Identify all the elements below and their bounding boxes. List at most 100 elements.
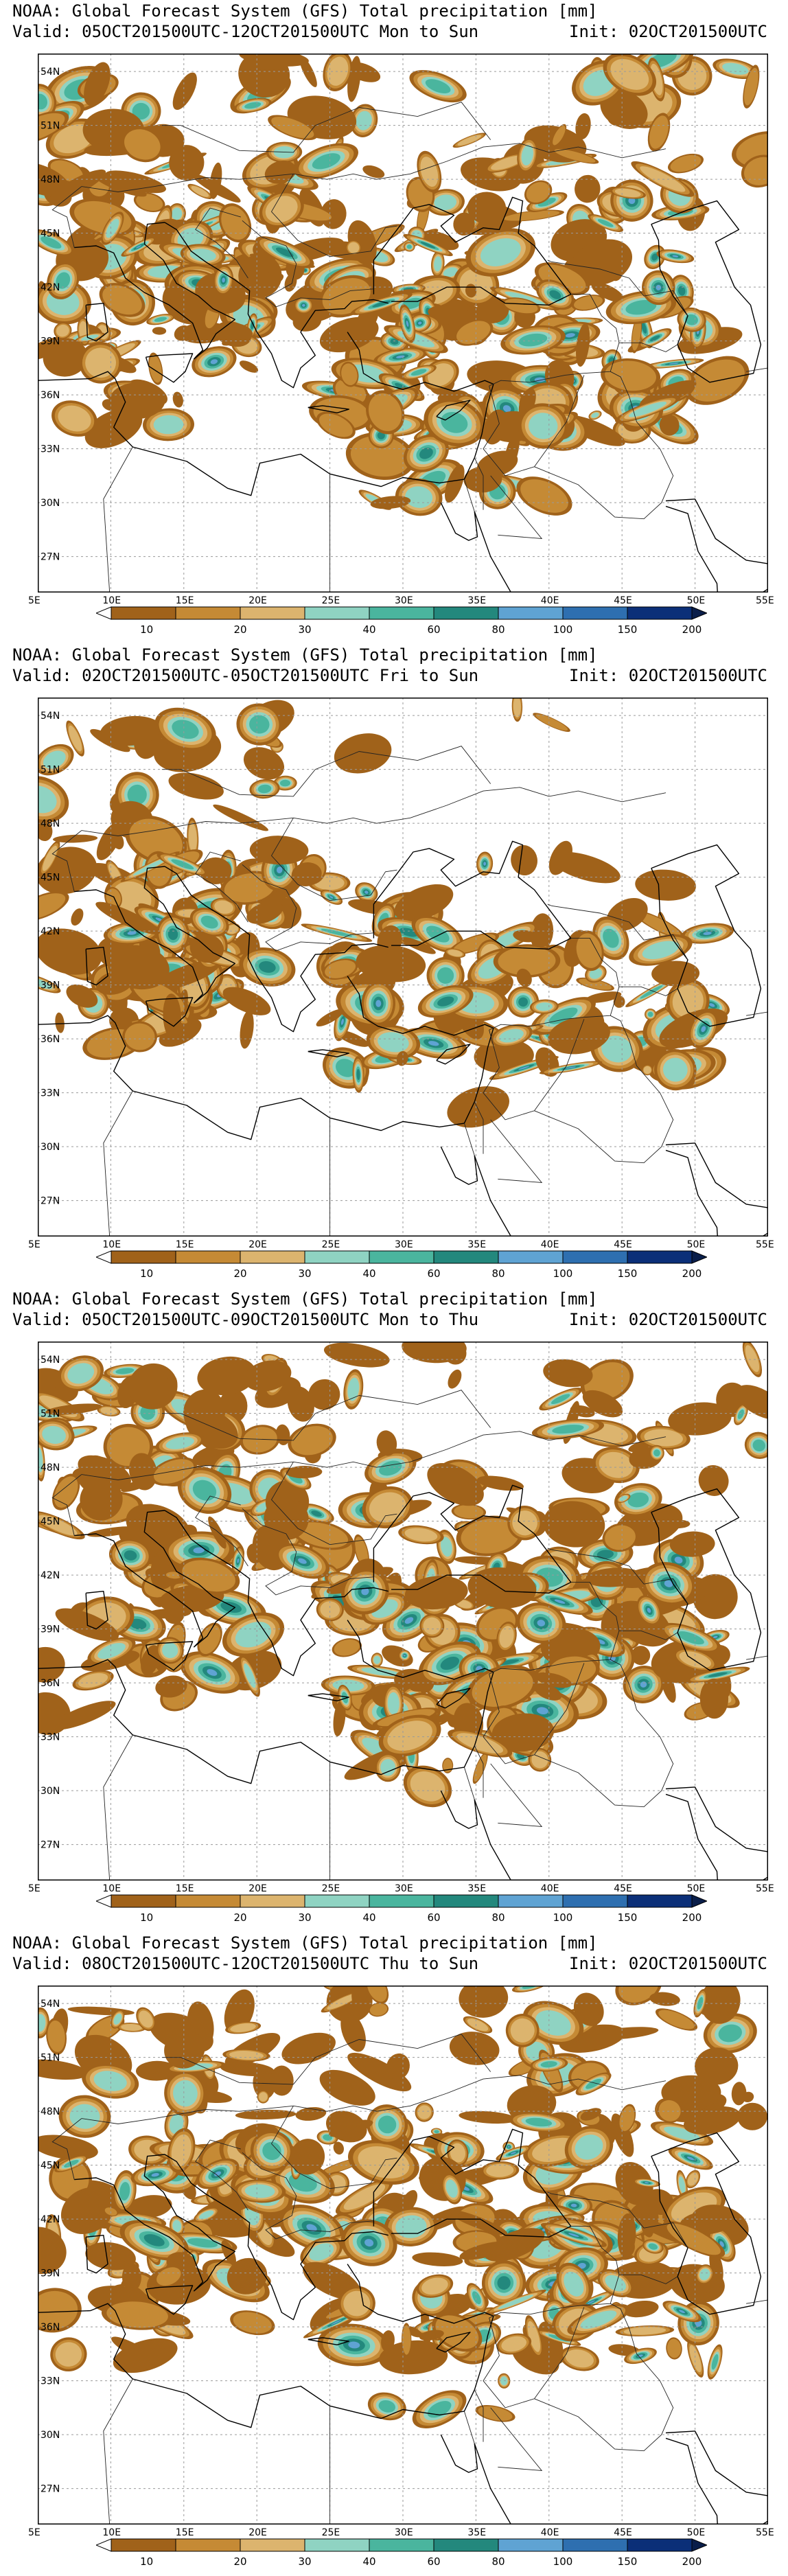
lat-tick-label: 48N (40, 818, 60, 829)
precip-cell-core (503, 210, 560, 221)
precip-cell (401, 937, 436, 954)
precipitation-map: 54N 51N 48N 45N 42N 39N 36N 33N 30N 27N 5E 10E 15E 20… (28, 54, 774, 606)
coastline (308, 2337, 349, 2345)
coastline (164, 1510, 389, 1677)
panel-init-time: Init: 02OCT201500UTC (569, 22, 767, 41)
colorbar: 10 20 30 40 60 80 100 150 200 (95, 604, 708, 639)
coastline (440, 1790, 512, 1881)
lat-tick-label: 27N (40, 552, 60, 563)
precip-cell-core (525, 2117, 553, 2127)
precip-cell (136, 2060, 178, 2081)
precip-cell-core (498, 1659, 520, 1666)
precip-cell (281, 2032, 336, 2065)
precip-cell-core (570, 2203, 577, 2207)
lat-tick-label: 39N (40, 1624, 60, 1635)
precip-cell-core (405, 486, 433, 508)
lat-tick-label: 27N (40, 1196, 60, 1207)
colorbar-tick-label: 10 (140, 1267, 153, 1280)
precip-cell-core (259, 2092, 268, 2102)
precip-cell-core (372, 300, 391, 308)
precip-cell-core (171, 859, 194, 870)
precip-cell-core (520, 479, 568, 513)
precip-cell (376, 1430, 397, 1456)
precip-cell (141, 1645, 161, 1676)
precip-cell (239, 360, 259, 373)
lon-tick-label: 5E (28, 595, 40, 606)
precip-cell-core (43, 750, 66, 769)
country-border (81, 2075, 667, 2124)
precip-cell-core (505, 291, 546, 306)
colorbar-tick-label: 100 (553, 1911, 573, 1924)
precip-cell (316, 1009, 345, 1027)
precip-cell (168, 772, 224, 800)
country-border (644, 2222, 688, 2249)
country-border (746, 367, 768, 372)
precip-cell (634, 2264, 658, 2276)
precip-cell-core (719, 2241, 724, 2247)
lon-tick-label: 10E (102, 1883, 121, 1894)
country-border (270, 818, 397, 901)
precip-cell (246, 901, 283, 924)
coastline (74, 2154, 235, 2292)
coastlines (38, 2128, 768, 2525)
precip-cell-core (640, 985, 663, 999)
lon-tick-label: 25E (321, 595, 340, 606)
precip-cell-core (361, 1587, 369, 1596)
country-border (195, 851, 248, 923)
precip-cell-core (100, 1407, 117, 1415)
precip-cell-core (187, 2238, 218, 2248)
colorbar-tick-label: 60 (427, 1267, 440, 1280)
colorbar-swatch (304, 606, 370, 620)
precip-cell-core (233, 2312, 272, 2334)
precip-cell-core (85, 347, 116, 378)
precip-cell-core (368, 393, 402, 431)
lon-tick-label: 45E (614, 2527, 632, 2538)
precip-cell (600, 89, 648, 129)
precip-cell (419, 231, 459, 251)
lon-tick-label: 20E (248, 595, 267, 606)
precip-cell (394, 884, 454, 921)
country-border (51, 830, 82, 892)
colorbar-tick-label: 10 (140, 1911, 153, 1924)
colorbar-swatch (304, 1250, 370, 1264)
colorbar-swatch (111, 2538, 176, 2552)
precip-cell-core (518, 333, 548, 347)
colorbar-tick-label: 10 (140, 623, 153, 636)
precip-cell-core (335, 1059, 357, 1077)
lat-tick-label: 45N (40, 229, 60, 240)
precip-cell (651, 961, 700, 987)
precip-cell-core (347, 242, 360, 253)
precip-cell-core (153, 415, 184, 435)
country-border (51, 186, 82, 248)
precip-cell-core (437, 996, 454, 1007)
precip-cell-core (143, 2234, 165, 2246)
precip-cell-core (491, 155, 524, 170)
colorbar-tick-label: 150 (618, 623, 638, 636)
lon-tick-label: 30E (395, 1883, 413, 1894)
precip-cell (635, 869, 696, 901)
lon-tick-label: 25E (321, 1883, 340, 1894)
precip-cell-core (687, 2157, 695, 2161)
precip-cell (575, 174, 601, 203)
lon-tick-label: 45E (614, 1883, 632, 1894)
precip-cell-core (428, 1041, 439, 1046)
colorbar-tick-label: 30 (298, 1911, 311, 1924)
lon-tick-label: 25E (321, 1239, 340, 1250)
colorbar-tick-label: 10 (140, 2555, 153, 2568)
precip-cell (100, 715, 162, 746)
precip-cell (95, 970, 134, 995)
colorbar-tick-label: 200 (682, 623, 702, 636)
precip-cell-core (334, 1640, 360, 1656)
coastlines (38, 840, 768, 1237)
panel-valid-range: Valid: 08OCT201500UTC-12OCT201500UTC Thu… (12, 1954, 479, 1973)
precip-cell-core (722, 62, 749, 75)
precip-cell-core (343, 2290, 371, 2316)
precip-cell-core (535, 2010, 571, 2036)
precip-cell (38, 2135, 98, 2160)
precip-cell-core (640, 321, 647, 334)
precip-cell (613, 996, 625, 1008)
precip-cell (121, 2263, 141, 2292)
country-border (483, 375, 585, 476)
country-border (534, 371, 674, 520)
precip-cell (172, 72, 197, 111)
